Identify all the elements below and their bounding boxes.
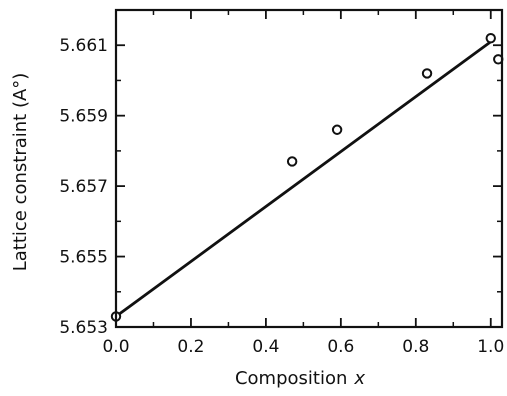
x-tick-label: 0.0 <box>102 337 129 357</box>
data-point <box>331 124 343 135</box>
y-tick-label: 5.655 <box>59 248 108 268</box>
tick-labels: 0.0 0.2 0.4 0.6 0.8 1.0 5.653 5.655 5.657 5.659 5.… <box>59 36 504 357</box>
data-point <box>421 68 433 79</box>
x-axis-variable: x <box>353 368 365 389</box>
x-tick-label: 1.0 <box>477 337 504 357</box>
y-axis-title: Lattice constraint (A°) <box>10 73 31 272</box>
data-point <box>485 32 496 44</box>
y-tick-label: 5.661 <box>59 36 108 56</box>
x-tick-label: 0.4 <box>252 337 279 357</box>
axis-ticks <box>115 9 502 328</box>
x-tick-label: 0.2 <box>177 337 204 357</box>
y-tick-label: 5.653 <box>59 318 108 338</box>
data-point <box>286 156 298 167</box>
x-tick-label: 0.8 <box>402 337 429 357</box>
x-axis-label: Composition <box>235 368 347 389</box>
x-tick-label: 0.6 <box>327 337 354 357</box>
y-tick-label: 5.659 <box>59 107 108 127</box>
fit-line <box>114 40 493 318</box>
plot-frame <box>114 8 504 329</box>
x-axis-title: Composition x <box>235 368 365 389</box>
fit-line-group <box>114 40 493 318</box>
y-tick-label: 5.657 <box>59 177 108 197</box>
